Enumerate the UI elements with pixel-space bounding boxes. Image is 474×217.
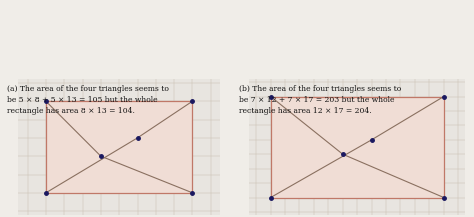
Bar	[46, 101, 192, 193]
Text: (b) The area of the four triangles seems to
be 7 × 12 + 7 × 17 = 203 but the who: (b) The area of the four triangles seems…	[239, 85, 401, 115]
Bar	[271, 97, 444, 197]
Text: (a) The area of the four triangles seems to
be 5 × 8 + 5 × 13 = 105 but the whol: (a) The area of the four triangles seems…	[7, 85, 169, 115]
